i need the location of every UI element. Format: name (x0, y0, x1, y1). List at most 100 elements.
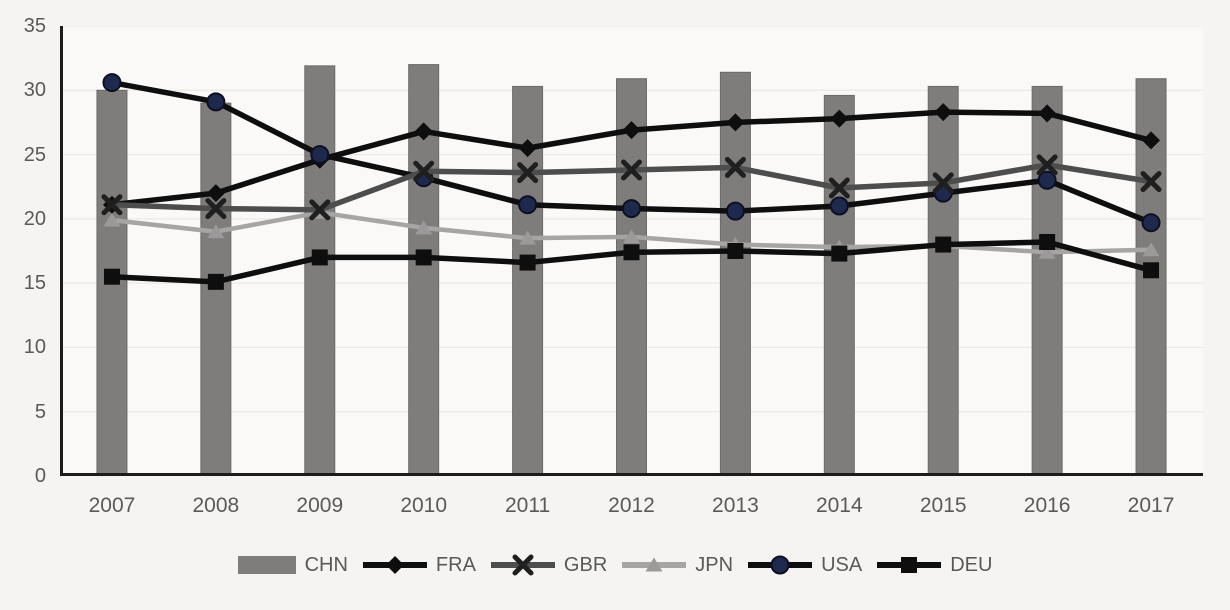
legend-label-fra: FRA (435, 553, 476, 576)
x-tick-label-2016: 2016 (1023, 494, 1071, 517)
usa-circle-marker-2013 (725, 201, 745, 221)
fra-diamond-marker-2010 (414, 122, 433, 141)
deu-square-marker-2009 (311, 249, 328, 266)
x-tick-label-2008: 2008 (192, 494, 240, 517)
deu-square-marker-2014 (831, 245, 848, 262)
bar-chn-2009 (304, 65, 336, 476)
gbr-x-marker-2012 (621, 159, 642, 181)
x-tick-label-2014: 2014 (815, 494, 863, 517)
gbr-x-marker-2016 (1036, 154, 1058, 176)
deu-square-marker-2012 (623, 244, 640, 261)
jpn-triangle-marker-2016 (1038, 244, 1056, 259)
gbr-x-marker-2008 (205, 198, 227, 220)
legend-item-usa: USA (748, 552, 862, 578)
legend-item-gbr: GBR (490, 552, 608, 578)
usa-circle-marker-legend (770, 555, 790, 575)
usa-circle-marker-2011 (518, 195, 538, 215)
gbr-x-marker-2017 (1140, 171, 1162, 193)
series-gbr (101, 154, 1162, 221)
usa-circle-marker-2014 (829, 196, 849, 216)
series-usa (102, 73, 1161, 233)
fra-diamond-marker-2013 (726, 113, 745, 132)
legend-label-jpn: JPN (695, 553, 734, 576)
gbr-x-marker-2009 (309, 199, 331, 221)
legend-label-deu: DEU (950, 553, 993, 576)
legend-swatch-chn (237, 556, 296, 574)
legend-key-deu (877, 557, 942, 573)
legend-key-gbr (490, 554, 555, 576)
series-deu (103, 234, 1160, 290)
y-tick-label-10: 10 (23, 336, 46, 359)
y-tick-label-35: 35 (23, 15, 46, 37)
legend-label-chn: CHN (304, 553, 348, 576)
usa-circle-marker-2016 (1037, 170, 1057, 190)
bar-chn-2016 (1031, 85, 1063, 476)
x-tick-label-2011: 2011 (504, 494, 551, 517)
gbr-x-marker-legend (512, 554, 534, 576)
usa-circle-marker-2008 (206, 92, 226, 112)
fra-diamond-marker-2015 (934, 103, 953, 122)
fra-diamond-marker-2017 (1142, 131, 1161, 150)
gbr-x-marker-2014 (828, 177, 850, 199)
y-tick-label-25: 25 (23, 143, 46, 166)
jpn-triangle-marker-2017 (1142, 242, 1160, 257)
jpn-triangle-marker-2010 (415, 220, 433, 235)
gbr-x-marker-2010 (413, 160, 435, 182)
usa-circle-marker-2009 (310, 145, 330, 165)
legend-item-chn: CHN (237, 553, 348, 577)
fra-diamond-marker-2014 (830, 109, 849, 128)
bar-chn-2014 (823, 94, 855, 476)
deu-square-marker-2015 (935, 236, 952, 253)
legend-key-usa (748, 555, 813, 575)
y-tick-label-20: 20 (23, 207, 46, 230)
usa-circle-marker-2007 (102, 73, 122, 93)
legend-item-fra: FRA (362, 552, 476, 578)
deu-square-marker-2016 (1039, 234, 1056, 250)
legend-item-deu: DEU (877, 552, 992, 578)
deu-square-marker-2010 (415, 249, 432, 266)
gbr-x-marker-2011 (517, 162, 539, 184)
fra-diamond-marker-legend (385, 556, 404, 574)
jpn-triangle-marker-legend (645, 557, 663, 572)
legend-key-jpn (622, 557, 687, 572)
y-tick-label-15: 15 (23, 272, 46, 295)
legend-item-jpn: JPN (622, 552, 733, 578)
x-tick-label-2017: 2017 (1127, 494, 1175, 517)
usa-circle-marker-2017 (1141, 213, 1161, 233)
jpn-triangle-marker-2007 (103, 212, 121, 227)
bar-chn-2015 (927, 85, 959, 476)
jpn-triangle-marker-2011 (519, 230, 537, 245)
bar-chn-2013 (719, 71, 751, 476)
legend-label-gbr: GBR (563, 553, 608, 576)
deu-square-marker-2017 (1143, 262, 1160, 279)
fra-diamond-marker-2008 (206, 184, 225, 203)
jpn-triangle-marker-2012 (623, 229, 640, 244)
bar-chn-2012 (616, 78, 647, 476)
deu-square-marker-legend (901, 557, 918, 573)
y-tick-label-0: 0 (34, 465, 46, 487)
gbr-x-marker-2015 (932, 172, 954, 194)
deu-square-marker-2007 (103, 268, 120, 285)
x-tick-label-2015: 2015 (919, 494, 967, 517)
x-tick-label-2010: 2010 (400, 494, 448, 517)
deu-square-marker-2011 (519, 254, 536, 271)
x-tick-label-2012: 2012 (608, 494, 655, 517)
fra-diamond-marker-2012 (622, 121, 641, 140)
x-tick-label-2009: 2009 (296, 494, 344, 517)
x-tick-label-2013: 2013 (712, 494, 759, 517)
gbr-x-marker-2013 (724, 156, 746, 178)
legend-label-usa: USA (821, 553, 863, 576)
x-tick-label-2007: 2007 (88, 494, 136, 517)
usa-circle-marker-2012 (622, 199, 641, 219)
deu-square-marker-2013 (727, 243, 744, 259)
deu-square-marker-2008 (207, 273, 224, 290)
legend-key-fra (362, 556, 427, 574)
y-tick-label-5: 5 (34, 400, 46, 423)
chart-canvas (60, 26, 1203, 476)
fra-diamond-marker-2011 (518, 139, 537, 158)
gbr-x-marker-2007 (101, 194, 123, 216)
legend: CHN FRA GBR JPN USA DEU (0, 552, 1230, 578)
y-tick-label-30: 30 (23, 79, 46, 102)
plot-area (60, 26, 1203, 476)
